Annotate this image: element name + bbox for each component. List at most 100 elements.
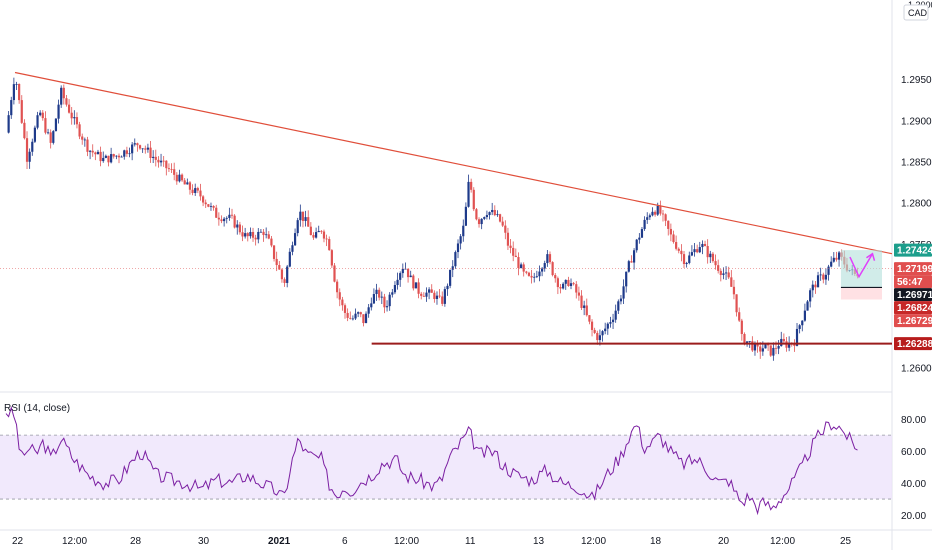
candle-body	[635, 239, 638, 251]
candle-body	[496, 214, 499, 216]
price-tag-label: 1.26824	[897, 303, 932, 314]
candle-body	[585, 305, 588, 316]
candle-body	[178, 174, 181, 182]
candle-body	[801, 320, 804, 326]
candle-body	[131, 144, 134, 154]
candle-body	[275, 258, 278, 266]
candle-body	[383, 296, 386, 308]
candle-body	[590, 321, 594, 330]
candle-body	[225, 217, 228, 219]
candle-body	[23, 122, 26, 139]
candle-body	[514, 255, 517, 258]
candle-body	[583, 305, 586, 308]
candle-body	[717, 265, 720, 271]
price-tag[interactable]	[894, 243, 932, 257]
price-tag[interactable]	[894, 262, 932, 276]
candle-body	[449, 269, 452, 286]
candle-body	[793, 343, 796, 346]
time-tick-label: 6	[342, 536, 348, 547]
price-tag[interactable]	[894, 275, 932, 289]
candle-body	[180, 174, 184, 181]
candle-body	[78, 124, 81, 137]
candles	[7, 77, 859, 361]
candle-body	[128, 153, 131, 155]
candle-body	[709, 253, 712, 258]
candle-body	[31, 141, 34, 152]
candle-body	[504, 225, 507, 233]
candle-body	[685, 262, 688, 265]
candle-body	[73, 117, 76, 119]
candle-body	[675, 242, 678, 249]
candle-body	[191, 189, 194, 194]
candle-body	[714, 261, 717, 266]
candle-body	[559, 287, 562, 289]
candle-body	[546, 254, 549, 264]
candle-body	[175, 174, 178, 182]
candle-body	[293, 233, 297, 246]
candle-body	[62, 87, 65, 99]
candle-body	[672, 234, 675, 243]
candle-body	[604, 328, 607, 332]
candle-body	[393, 285, 397, 293]
candle-body	[535, 276, 538, 278]
candle-body	[669, 228, 672, 235]
time-tick-label: 2021	[268, 536, 291, 547]
candle-body	[543, 263, 546, 269]
candle-body	[317, 230, 320, 233]
candle-body	[643, 219, 646, 230]
price-tag[interactable]	[894, 314, 932, 328]
candle-body	[301, 211, 305, 221]
price-tag[interactable]	[894, 301, 932, 315]
candle-body	[614, 310, 617, 320]
candle-body	[501, 221, 504, 226]
candle-body	[359, 312, 362, 315]
candle-body	[698, 247, 701, 253]
candle-body	[251, 231, 255, 238]
currency-badge[interactable]	[903, 4, 929, 21]
candle-body	[417, 282, 420, 294]
candle-body	[136, 143, 139, 146]
candle-body	[322, 231, 326, 239]
candle-body	[409, 275, 412, 278]
candle-body	[254, 237, 257, 240]
projection-arrowhead	[866, 252, 876, 261]
candle-body	[25, 138, 29, 162]
candle-body	[769, 345, 772, 356]
candle-body	[706, 246, 709, 258]
price-tag-label: 1.27424	[897, 246, 932, 257]
price-tag[interactable]	[894, 337, 932, 351]
candle-body	[632, 250, 636, 263]
candle-body	[259, 231, 263, 233]
rsi-tick-label: 80.00	[901, 415, 926, 426]
candle-body	[459, 236, 462, 244]
candle-body	[435, 295, 439, 299]
candle-body	[438, 295, 441, 297]
candle-body	[199, 190, 202, 197]
time-axis[interactable]: 22 12:00 28 30 2021 6 12:00 11 13 12:00 18 20 12:00 2…	[12, 536, 852, 547]
candle-body	[157, 159, 160, 163]
candle-body	[96, 151, 100, 155]
candle-body	[593, 329, 596, 333]
candle-body	[780, 338, 783, 347]
projection-arrow	[849, 253, 874, 279]
candle-body	[722, 273, 725, 275]
candle-body	[391, 292, 394, 295]
candle-body	[772, 347, 775, 356]
candle-body	[91, 150, 94, 153]
candle-body	[154, 156, 157, 160]
candle-body	[480, 218, 483, 225]
candle-body	[425, 292, 428, 297]
candle-body	[159, 160, 163, 163]
candle-body	[296, 220, 299, 234]
price-tag[interactable]	[894, 288, 932, 302]
candle-body	[41, 112, 44, 119]
time-tick-label: 11	[465, 536, 476, 547]
time-tick-label: 25	[840, 536, 852, 547]
price-axis[interactable]: 1.295001.290001.285001.280001.275001.260…	[894, 75, 932, 522]
candle-body	[680, 250, 683, 255]
price-tag-label: 1.26729	[897, 316, 932, 327]
candle-body	[493, 209, 496, 216]
candle-body	[249, 231, 252, 237]
candle-body	[338, 292, 341, 300]
